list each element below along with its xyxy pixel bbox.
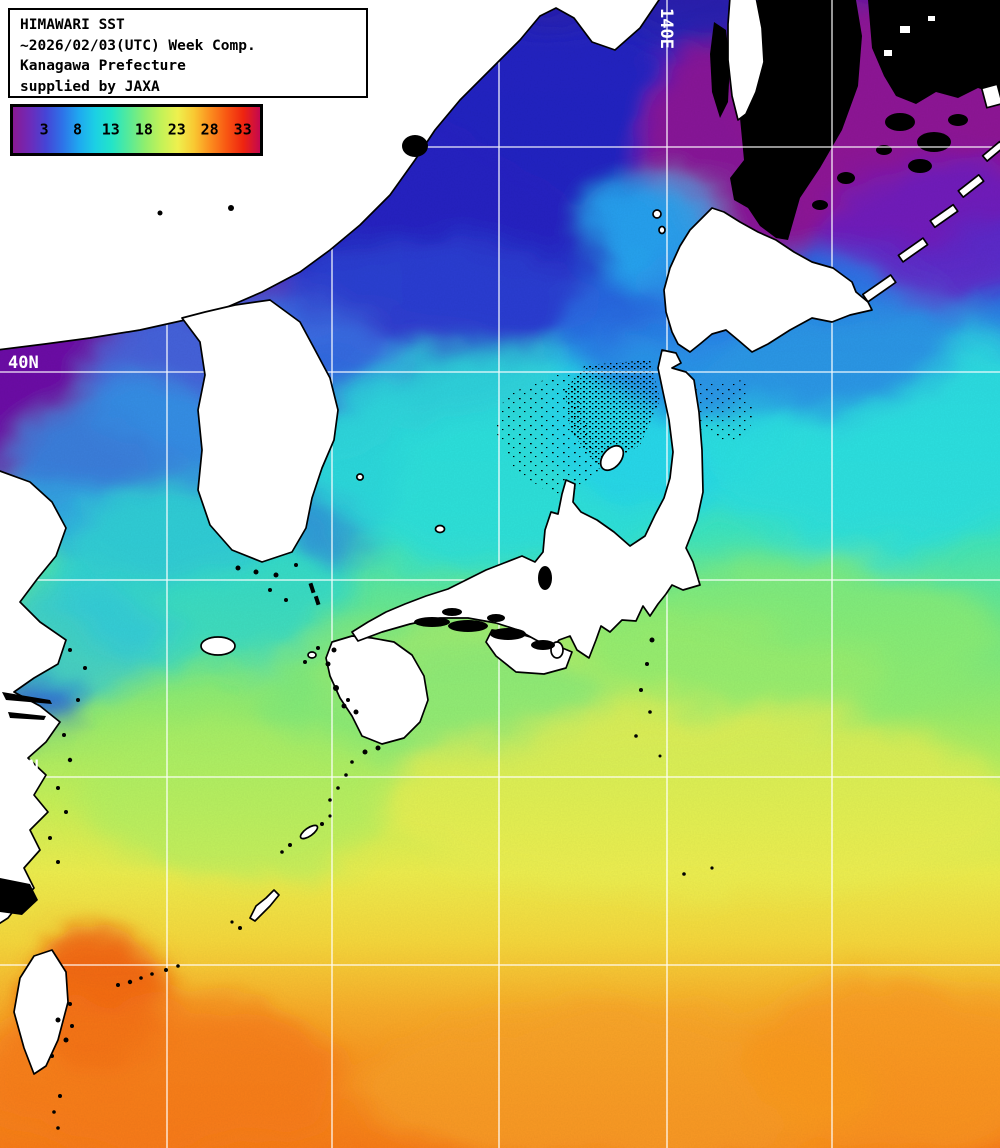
island-sado [599,444,625,472]
island-goto [307,651,317,659]
colorbar-tick: 23 [167,120,186,139]
sst-colorbar: 3 8 13 18 23 28 33 [10,104,263,156]
colorbar-tick: 28 [200,120,219,139]
cloud-dropout-speckles [495,360,755,500]
grid-labels: 140E 40N 30N [8,8,676,777]
region-line: Kanagawa Prefecture [20,58,186,74]
title-box: HIMAWARI SST ~2026/02/03(UTC) Week Comp.… [8,8,368,98]
lon-label-140e: 140E [656,8,676,49]
land-taiwan [13,949,69,1075]
colorbar-tick: 13 [101,120,120,139]
island-oki [434,524,446,534]
product-title: HIMAWARI SST [20,17,125,33]
colorbar-tick: 3 [39,120,49,139]
land-hokkaido [663,207,873,353]
island-jeju [200,636,236,656]
lake-biwa [538,566,552,590]
credit-line: supplied by JAXA [20,78,160,95]
land-sakhalin [727,0,765,121]
land-korea [181,299,339,563]
lakes-and-islets [0,135,714,1130]
land-honshu [351,349,704,659]
colorbar-tick: 33 [233,120,252,139]
island-amami [299,824,319,840]
colorbar-gradient [13,107,260,153]
island-rebun [658,225,666,235]
lake-khanka [402,135,428,157]
colorbar-tick: 18 [134,120,153,139]
island-ulleung [355,473,365,481]
seto-inland-sea [414,608,555,650]
date-line: ~2026/02/03(UTC) Week Comp. [20,37,256,54]
lat-label-40n: 40N [8,353,39,373]
lat-label-30n: 30N [8,757,39,777]
land-china-coast [0,470,67,925]
colorbar-tick: 8 [72,120,82,139]
island-rishiri [652,209,662,219]
island-okinawa [249,889,280,922]
